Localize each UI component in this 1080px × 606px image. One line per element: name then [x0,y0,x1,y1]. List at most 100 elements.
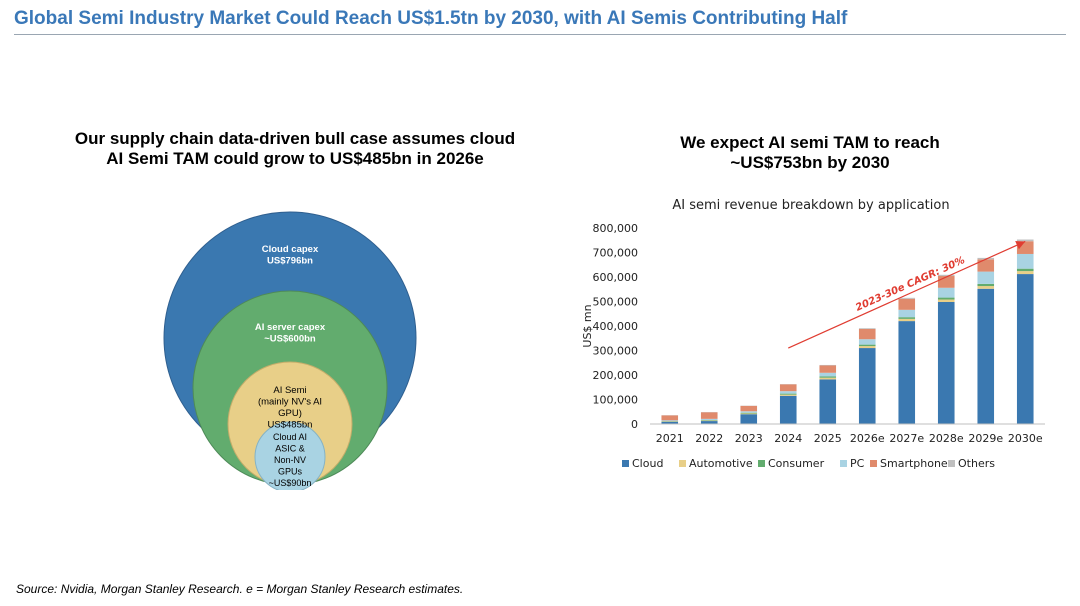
bar-consumer-2027e [898,317,916,319]
bar-automotive-2030e [1016,271,1034,275]
y-tick-label: 600,000 [593,271,639,284]
ai-semi-label: AI Semi (mainly NV's AI GPU) US$485bn [258,385,322,431]
y-tick-label: 100,000 [593,394,639,407]
bar-cloud-2021 [661,421,679,424]
circle-label-line: AI Semi [273,385,306,396]
circle-label-line: Non-NV [274,455,306,465]
legend-label-automotive: Automotive [689,457,753,470]
bar-pc-2029e [977,271,995,284]
ai-server-capex-label: AI server capex ~US$600bn [255,322,326,345]
y-tick-label: 0 [631,418,638,431]
circle-label-line: ~US$600bn [264,334,316,345]
legend-swatch-smartphone [870,460,877,467]
bar-others-2030e [1016,239,1034,242]
legend-label-others: Others [958,457,995,470]
bar-pc-2021 [661,420,679,422]
bar-pc-2023 [740,411,758,413]
bar-consumer-2028e [937,297,955,300]
bar-smartphone-2023 [740,405,758,412]
x-tick-label: 2026e [850,432,885,445]
x-tick-label: 2030e [1008,432,1043,445]
bar-consumer-2026e [858,344,876,347]
circle-label-line: (mainly NV's AI [258,397,322,408]
bar-pc-2024 [779,391,797,394]
circle-label-line: GPU) [278,408,302,419]
legend-swatch-cloud [622,460,629,467]
bar-cloud-2023 [740,414,758,424]
circle-label-line: US$796bn [267,256,313,267]
cloud-capex-label: Cloud capex US$796bn [262,244,319,267]
y-tick-label: 800,000 [593,222,639,235]
bar-cloud-2025 [819,379,837,424]
bar-consumer-2024 [779,393,797,395]
right-subtitle-line-2: ~US$753bn by 2030 [730,153,890,172]
x-tick-label: 2022 [695,432,723,445]
bar-smartphone-2029e [977,259,995,272]
left-panel-subtitle: Our supply chain data-driven bull case a… [40,129,550,169]
legend-label-smartphone: Smartphone [880,457,948,470]
legend-swatch-consumer [758,460,765,467]
bar-cloud-2024 [779,395,797,424]
bar-pc-2025 [819,372,837,377]
bar-automotive-2028e [937,299,955,302]
y-tick-label: 300,000 [593,345,639,358]
cagr-arrow-head [1015,241,1026,250]
bar-consumer-2030e [1016,268,1034,272]
cagr-arrow-line [788,240,1026,349]
bar-consumer-2029e [977,283,995,287]
bar-pc-2030e [1016,253,1034,269]
bar-cloud-2027e [898,321,916,424]
bar-automotive-2027e [898,318,916,322]
bar-automotive-2025 [819,377,837,380]
bar-others-2026e [858,328,876,329]
x-tick-label: 2024 [774,432,802,445]
bar-smartphone-2021 [661,415,679,421]
left-subtitle-line-1: Our supply chain data-driven bull case a… [74,129,516,148]
nested-circles-diagram: Cloud capex US$796bn AI server capex ~US$6… [163,211,417,490]
circle-label-line: AI server capex [255,322,326,333]
bar-cloud-2029e [977,288,995,424]
circle-label-line: ASIC & [275,444,305,454]
legend-label-pc: PC [850,457,865,470]
left-subtitle-line-2: AI Semi TAM could grow to US$485bn in 20… [106,149,484,168]
cloud-ai-asic-label: Cloud AI ASIC & Non-NV GPUs ~US$90bn [269,432,312,488]
circle-label-line: Cloud AI [273,432,307,442]
bar-pc-2026e [858,339,876,345]
ai-semi-revenue-chart: AI semi revenue breakdown by application… [581,198,1045,470]
source-footnote: Source: Nvidia, Morgan Stanley Research.… [16,582,464,596]
right-subtitle-line-1: We expect AI semi TAM to reach [680,133,940,152]
x-tick-label: 2027e [889,432,924,445]
legend-swatch-others [948,460,955,467]
y-tick-label: 500,000 [593,296,639,309]
circle-label-line: US$485bn [268,420,313,431]
bar-others-2028e [937,274,955,277]
bar-smartphone-2025 [819,365,837,373]
chart-title: AI semi revenue breakdown by application [672,198,949,213]
bar-cloud-2030e [1016,274,1034,424]
bar-others-2027e [898,297,916,299]
right-panel-subtitle: We expect AI semi TAM to reach ~US$753bn… [660,133,960,173]
bar-consumer-2025 [819,376,837,378]
y-tick-label: 700,000 [593,247,639,260]
bar-pc-2022 [700,418,718,421]
x-tick-label: 2025 [814,432,842,445]
circle-label-line: Cloud capex [262,244,319,255]
bar-smartphone-2027e [898,298,916,310]
bar-smartphone-2022 [700,412,718,419]
legend-swatch-automotive [679,460,686,467]
cloud-ai-asic-circle [254,421,326,490]
bar-automotive-2024 [779,394,797,396]
x-tick-label: 2021 [656,432,684,445]
bar-cloud-2028e [937,301,955,424]
bar-cloud-2022 [700,421,718,424]
circle-label-line: GPUs [278,467,303,477]
legend-swatch-pc [840,460,847,467]
bar-consumer-2023 [740,412,758,414]
x-tick-label: 2028e [929,432,964,445]
legend-label-cloud: Cloud [632,457,663,470]
y-tick-label: 400,000 [593,320,639,333]
bar-smartphone-2026e [858,328,876,340]
y-tick-label: 200,000 [593,369,639,382]
page-title: Global Semi Industry Market Could Reach … [14,8,848,29]
bar-pc-2027e [898,309,916,318]
